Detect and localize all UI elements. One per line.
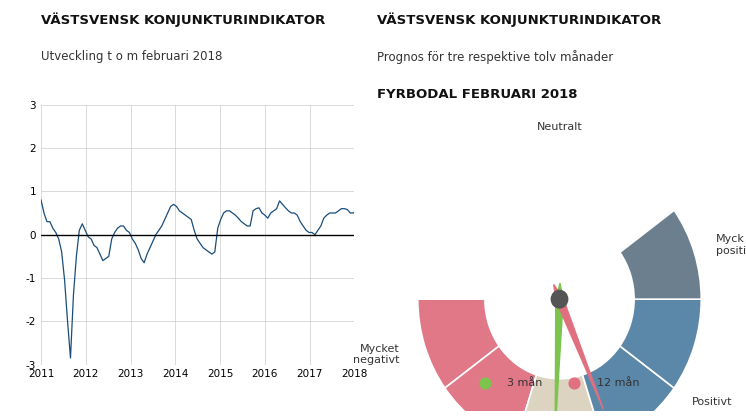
- Text: Utveckling t o m februari 2018: Utveckling t o m februari 2018: [41, 50, 222, 63]
- Wedge shape: [445, 346, 536, 419]
- Text: FYRBODAL FEBRUARI 2018: FYRBODAL FEBRUARI 2018: [377, 88, 577, 101]
- Text: VÄSTSVENSK KONJUNKTURINDIKATOR: VÄSTSVENSK KONJUNKTURINDIKATOR: [41, 13, 325, 27]
- Text: Neutralt: Neutralt: [536, 122, 583, 132]
- Text: Mycket
negativt: Mycket negativt: [354, 344, 400, 365]
- Wedge shape: [515, 375, 604, 419]
- Text: VÄSTSVENSK KONJUNKTURINDIKATOR: VÄSTSVENSK KONJUNKTURINDIKATOR: [377, 13, 661, 27]
- Wedge shape: [583, 346, 674, 419]
- Text: 12 mån: 12 mån: [597, 378, 639, 388]
- Point: [479, 380, 491, 386]
- Polygon shape: [554, 285, 604, 409]
- Text: Myck
positi: Myck positi: [715, 234, 746, 256]
- Point: [568, 380, 580, 386]
- Text: Prognos för tre respektive tolv månader: Prognos för tre respektive tolv månader: [377, 50, 613, 64]
- Text: 3 mån: 3 mån: [507, 378, 542, 388]
- Wedge shape: [620, 210, 701, 299]
- Wedge shape: [620, 299, 701, 388]
- Wedge shape: [418, 299, 499, 388]
- Text: Positivt: Positivt: [692, 397, 733, 407]
- Circle shape: [551, 290, 568, 308]
- Polygon shape: [555, 283, 563, 419]
